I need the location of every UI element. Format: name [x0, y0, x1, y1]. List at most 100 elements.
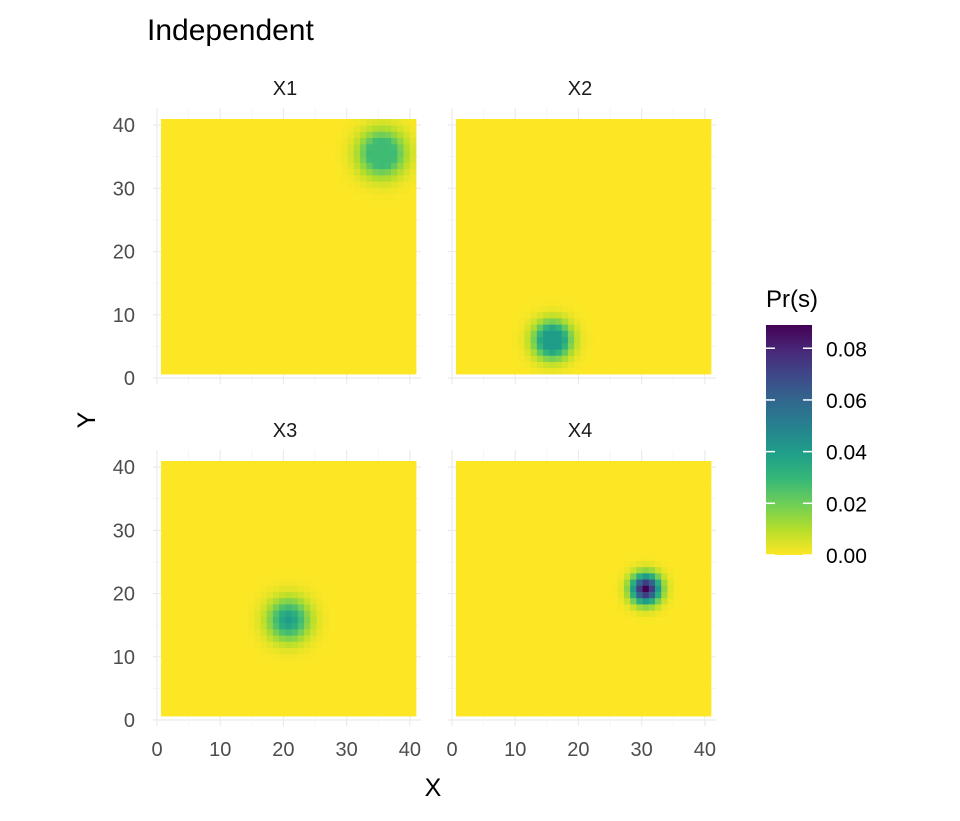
heatmap-cell [186, 175, 193, 182]
heatmap-cell [173, 561, 180, 568]
heatmap-cell [341, 119, 348, 126]
heatmap-cell [354, 492, 361, 499]
heatmap-cell [599, 256, 606, 263]
heatmap-cell [518, 268, 525, 275]
heatmap-cell [310, 517, 317, 524]
heatmap-cell [335, 480, 342, 487]
heatmap-cell [229, 337, 236, 344]
heatmap-cell [304, 318, 311, 325]
heatmap-cell [605, 144, 612, 151]
heatmap-cell [285, 212, 292, 219]
heatmap-cell [329, 691, 336, 698]
heatmap-cell [605, 243, 612, 250]
heatmap-cell [323, 299, 330, 306]
heatmap-cell [692, 330, 699, 337]
heatmap-cell [537, 187, 544, 194]
heatmap-cell [524, 194, 531, 201]
heatmap-cell [385, 473, 392, 480]
heatmap-cell [248, 169, 255, 176]
heatmap-cell [524, 337, 531, 344]
heatmap-cell [161, 250, 168, 257]
heatmap-cell [456, 293, 463, 300]
heatmap-cell [487, 324, 494, 331]
heatmap-cell [661, 299, 668, 306]
heatmap-cell [273, 523, 280, 530]
heatmap-cell [360, 368, 367, 375]
heatmap-cell [180, 486, 187, 493]
heatmap-cell [167, 579, 174, 586]
heatmap-cell [512, 219, 519, 226]
heatmap-cell [661, 349, 668, 356]
heatmap-cell [192, 529, 199, 536]
heatmap-cell [298, 486, 305, 493]
heatmap-cell [242, 473, 249, 480]
heatmap-cell [686, 119, 693, 126]
heatmap-cell [298, 200, 305, 207]
heatmap-cell [611, 349, 618, 356]
heatmap-cell [236, 212, 243, 219]
heatmap-cell [593, 330, 600, 337]
heatmap-cell [248, 567, 255, 574]
heatmap-cell [229, 368, 236, 375]
heatmap-cell [655, 225, 662, 232]
heatmap-cell [304, 194, 311, 201]
heatmap-cell [624, 368, 631, 375]
heatmap-cell [254, 181, 261, 188]
heatmap-cell [198, 194, 205, 201]
heatmap-cell [404, 330, 411, 337]
heatmap-cell [173, 598, 180, 605]
heatmap-cell [391, 654, 398, 661]
heatmap-cell [254, 616, 261, 623]
heatmap-cell [298, 362, 305, 369]
heatmap-cell [267, 548, 274, 555]
heatmap-cell [385, 368, 392, 375]
heatmap-cell [205, 635, 212, 642]
heatmap-cell [223, 567, 230, 574]
heatmap-cell [379, 641, 386, 648]
heatmap-cell [242, 529, 249, 536]
heatmap-cell [661, 293, 668, 300]
heatmap-cell [397, 691, 404, 698]
heatmap-cell [267, 467, 274, 474]
heatmap-cell [285, 697, 292, 704]
heatmap-cell [341, 666, 348, 673]
heatmap-cell [292, 355, 299, 362]
heatmap-cell [366, 654, 373, 661]
heatmap-cell [556, 262, 563, 269]
heatmap-cell [506, 150, 513, 157]
heatmap-cell [261, 536, 268, 543]
heatmap-cell [192, 486, 199, 493]
heatmap-cell [242, 554, 249, 561]
heatmap-cell [705, 330, 712, 337]
heatmap-cell [192, 268, 199, 275]
heatmap-cell [562, 343, 569, 350]
heatmap-cell [661, 119, 668, 126]
heatmap-cell [254, 268, 261, 275]
heatmap-cell [599, 231, 606, 238]
heatmap-cell [310, 256, 317, 263]
heatmap-cell [223, 343, 230, 350]
heatmap-cell [217, 330, 224, 337]
heatmap-cell [316, 623, 323, 630]
heatmap-cell [335, 256, 342, 263]
heatmap-cell [248, 268, 255, 275]
heatmap-cell [316, 579, 323, 586]
heatmap-cell [699, 274, 706, 281]
heatmap-cell [292, 480, 299, 487]
heatmap-cell [211, 567, 218, 574]
heatmap-cell [379, 312, 386, 319]
heatmap-cell [372, 337, 379, 344]
heatmap-cell [198, 548, 205, 555]
heatmap-cell [242, 641, 249, 648]
heatmap-cell [599, 243, 606, 250]
heatmap-cell [518, 194, 525, 201]
heatmap-cell [304, 511, 311, 518]
heatmap-cell [335, 685, 342, 692]
heatmap-cell [229, 355, 236, 362]
heatmap-cell [487, 262, 494, 269]
heatmap-cell [593, 293, 600, 300]
heatmap-cell [167, 542, 174, 549]
heatmap-cell [223, 610, 230, 617]
heatmap-cell [524, 268, 531, 275]
heatmap-cell [385, 131, 392, 138]
